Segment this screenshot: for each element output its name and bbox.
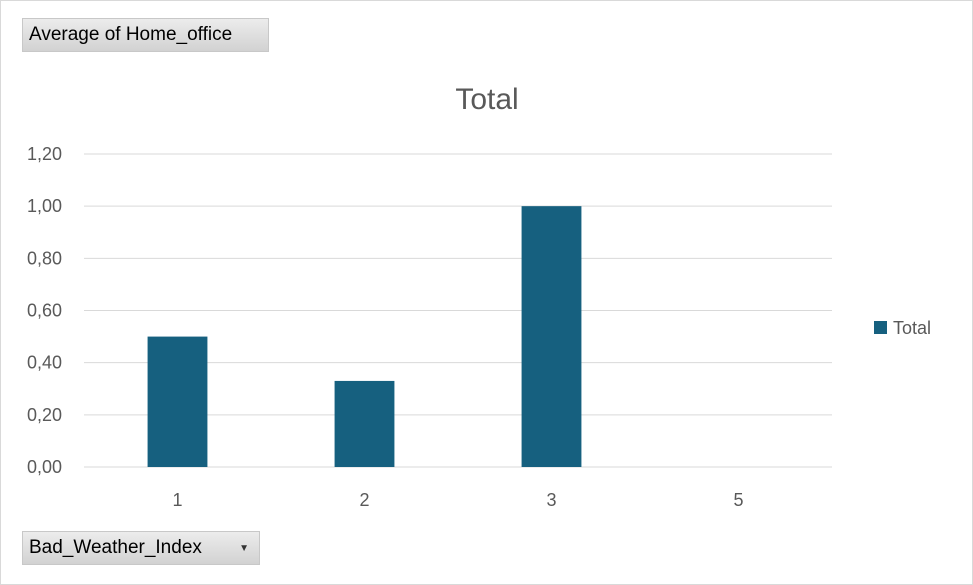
- y-tick-label: 0,40: [27, 353, 62, 373]
- chevron-down-icon[interactable]: ▼: [239, 542, 249, 554]
- bars: [147, 206, 582, 467]
- x-axis-ticks: 1 2 3 5: [172, 490, 743, 510]
- y-tick-label: 1,20: [27, 144, 62, 164]
- value-field-label: Average of Home_office: [29, 24, 233, 45]
- y-tick-label: 0,00: [27, 457, 62, 477]
- bar-2: [334, 380, 395, 467]
- value-field-button[interactable]: Average of Home_office: [22, 18, 269, 52]
- y-tick-label: 0,20: [27, 405, 62, 425]
- y-axis-ticks: 0,00 0,20 0,40 0,60 0,80 1,00 1,20: [27, 144, 62, 477]
- bar-3: [521, 206, 582, 467]
- legend-label: Total: [893, 318, 931, 338]
- legend-swatch: [874, 321, 887, 334]
- gridlines: [84, 153, 832, 468]
- x-tick-label: 3: [546, 490, 556, 510]
- x-tick-label: 1: [172, 490, 182, 510]
- y-tick-label: 1,00: [27, 196, 62, 216]
- legend: Total: [874, 318, 931, 338]
- bar-1: [147, 336, 208, 467]
- x-tick-label: 2: [359, 490, 369, 510]
- axis-field-label: Bad_Weather_Index: [29, 537, 202, 558]
- chart-title: Total: [455, 83, 518, 116]
- y-tick-label: 0,80: [27, 248, 62, 268]
- y-tick-label: 0,60: [27, 301, 62, 321]
- axis-field-button[interactable]: Bad_Weather_Index ▼: [22, 531, 260, 565]
- x-tick-label: 5: [733, 490, 743, 510]
